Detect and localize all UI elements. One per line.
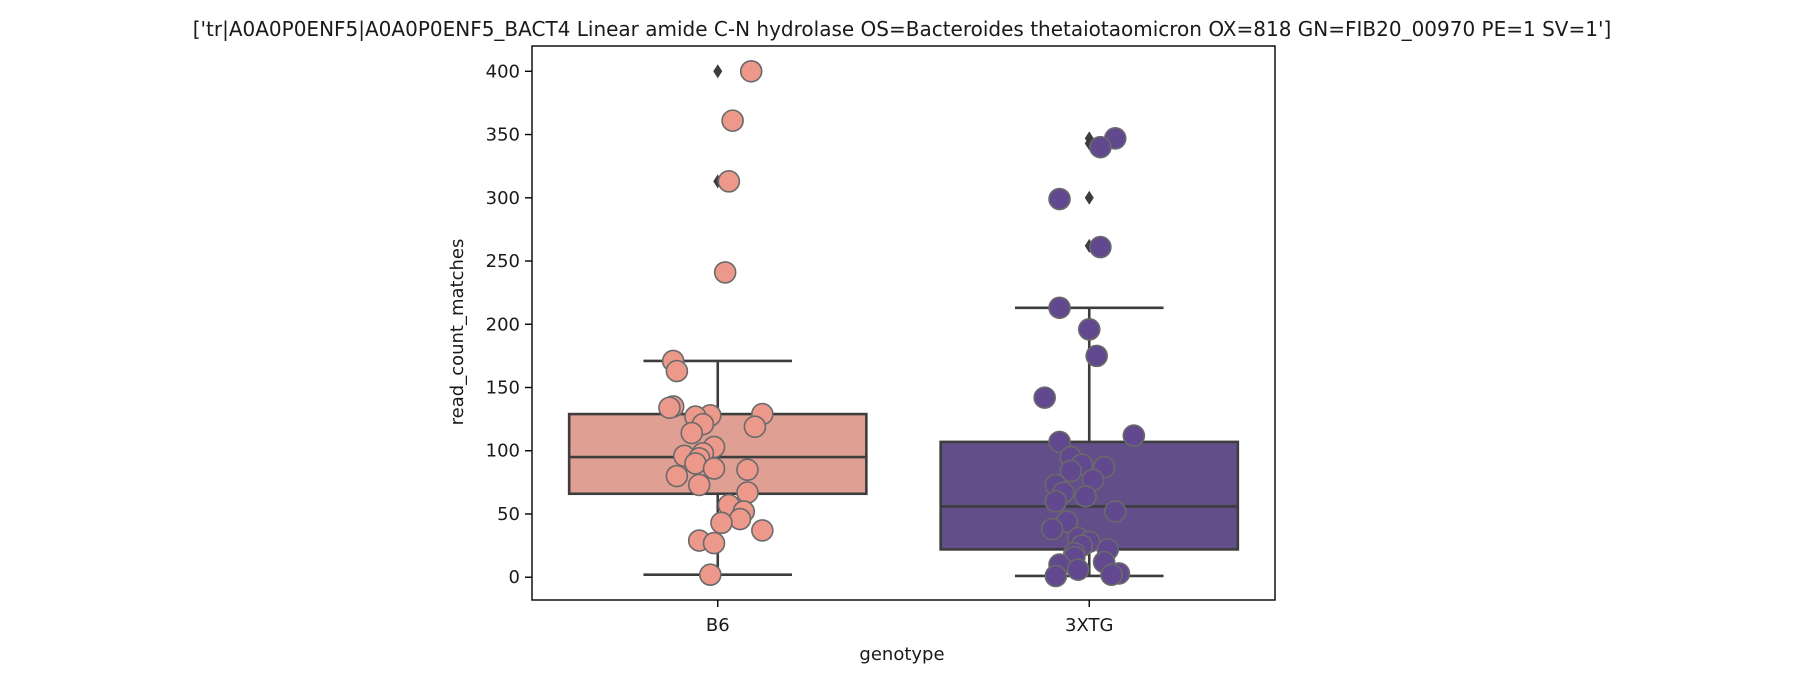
flier-marker: [1084, 190, 1094, 205]
box-b6: [567, 64, 868, 577]
data-point: [743, 415, 767, 439]
y-tick-label: 100: [486, 441, 520, 462]
data-point: [721, 109, 744, 132]
y-axis-label: read_count_matches: [447, 239, 468, 426]
data-point: [665, 464, 689, 488]
plot-area: [531, 45, 1276, 601]
x-tick-label: B6: [706, 615, 730, 636]
data-point: [702, 531, 726, 555]
data-point: [736, 458, 759, 482]
data-point: [1048, 187, 1071, 211]
data-point: [1048, 430, 1071, 454]
data-point: [1085, 344, 1108, 368]
points-b6: [658, 59, 774, 587]
plot-frame: [531, 45, 1276, 601]
y-tick-label: 350: [486, 125, 520, 146]
data-point: [1089, 135, 1112, 159]
data-point: [684, 452, 707, 475]
data-point: [1044, 564, 1068, 588]
points-3xtg: [1033, 127, 1146, 588]
data-point: [1089, 235, 1112, 259]
y-tick-label: 250: [486, 251, 520, 272]
x-tick-label: 3XTG: [1065, 615, 1113, 636]
y-tick-label: 300: [486, 188, 520, 209]
y-tick-label: 0: [509, 567, 520, 588]
flier-marker: [713, 64, 723, 79]
data-point: [751, 519, 774, 542]
x-axis-label: genotype: [859, 644, 944, 665]
y-tick-label: 200: [486, 314, 520, 335]
data-point: [680, 421, 704, 445]
data-point: [1059, 459, 1082, 483]
data-point: [1033, 386, 1056, 409]
data-point: [658, 396, 681, 420]
data-point: [1122, 424, 1146, 447]
data-point: [710, 511, 733, 535]
data-point: [665, 359, 689, 383]
data-point: [1040, 517, 1064, 541]
y-tick-label: 150: [486, 378, 520, 399]
data-point: [702, 457, 726, 480]
data-point: [1100, 563, 1123, 587]
y-tick-label: 400: [486, 61, 520, 82]
y-tick-label: 50: [497, 504, 520, 525]
data-point: [736, 481, 759, 504]
data-point: [1044, 490, 1068, 513]
data-point: [713, 261, 737, 284]
data-point: [1077, 318, 1101, 341]
data-point: [1066, 558, 1090, 581]
chart-title: ['tr|A0A0P0ENF5|A0A0P0ENF5_BACT4 Linear …: [193, 17, 1612, 41]
data-point: [687, 473, 711, 497]
x-axis: B6 3XTG: [706, 600, 1113, 636]
data-point: [699, 563, 722, 587]
data-point: [1048, 296, 1071, 320]
data-point: [1103, 500, 1127, 523]
data-point: [1074, 484, 1097, 508]
data-point: [739, 59, 763, 83]
data-point: [717, 170, 741, 193]
y-axis: 0 50 100 150 200 250 300 350 400: [486, 61, 532, 588]
data-point: [728, 507, 752, 531]
